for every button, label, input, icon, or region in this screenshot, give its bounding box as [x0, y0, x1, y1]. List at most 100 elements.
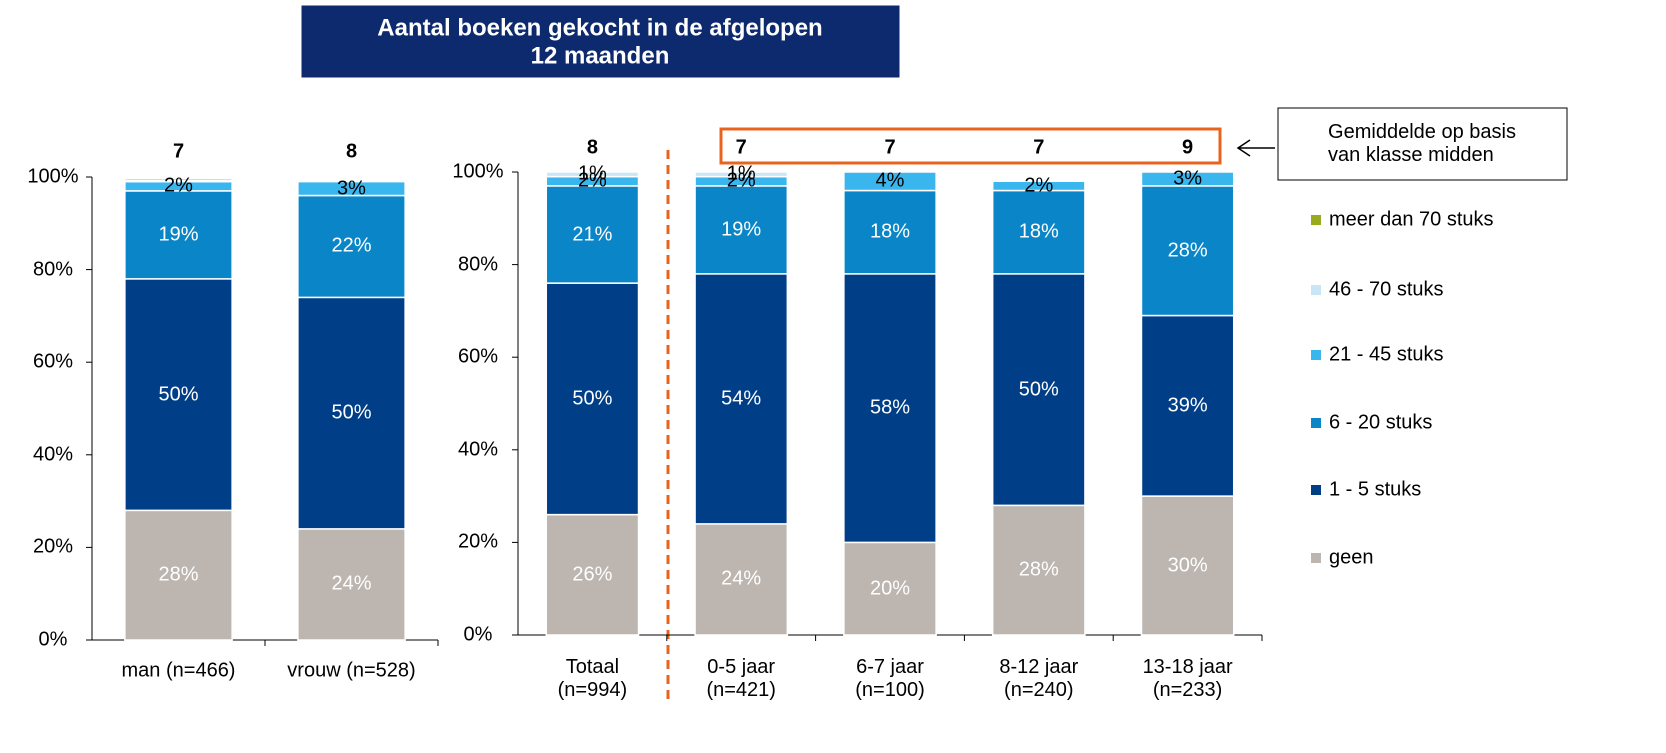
mean-label: 7 — [172, 140, 185, 163]
data-label: 20% — [869, 577, 911, 600]
legend-label: 6 - 20 stuks — [1329, 411, 1433, 434]
bar-segment — [545, 513, 640, 636]
bar-segment — [124, 190, 233, 280]
data-label: 50% — [1018, 378, 1059, 401]
data-label: 50% — [331, 401, 372, 424]
legend-swatch — [1311, 553, 1321, 563]
data-label: 28% — [1167, 239, 1208, 262]
data-label: 26% — [572, 563, 613, 586]
title-box — [300, 4, 901, 79]
data-label: 2% — [164, 174, 193, 197]
legend-label: 1 - 5 stuks — [1329, 478, 1422, 501]
data-label: 2% — [726, 169, 756, 192]
data-label: 24% — [721, 567, 762, 590]
bar-segment — [694, 185, 789, 275]
bar-segment — [694, 273, 789, 525]
data-label: 19% — [158, 223, 199, 246]
y-tick-label: 80% — [457, 253, 499, 276]
data-label: 39% — [1167, 394, 1208, 417]
data-label: 4% — [875, 169, 905, 192]
y-tick-label: 40% — [32, 443, 74, 466]
legend-swatch — [1311, 350, 1321, 360]
mean-label: 9 — [1182, 136, 1194, 159]
legend-swatch — [1311, 418, 1321, 428]
bar-segment — [124, 177, 233, 181]
bar-segment — [297, 194, 406, 299]
bar-segment — [124, 509, 233, 641]
data-label: 2% — [577, 169, 607, 192]
bar-segment — [545, 282, 640, 516]
bar-segment — [843, 171, 937, 192]
annotation: Gemiddelde op basis van klasse midden — [1328, 121, 1516, 166]
bar-segment — [991, 273, 1086, 507]
y-tick-label: 60% — [32, 350, 74, 373]
data-label: 30% — [1167, 554, 1208, 577]
y-tick-label: 20% — [457, 530, 499, 553]
bar-segment — [297, 180, 406, 197]
x-tick-label: Totaal (n=994) — [557, 656, 628, 701]
data-label: 19% — [721, 218, 762, 241]
y-tick-label: 20% — [32, 535, 74, 558]
data-label: 28% — [158, 563, 199, 586]
y-tick-label: 0% — [38, 628, 68, 651]
data-label: 18% — [869, 220, 911, 243]
data-label: 21% — [572, 223, 613, 245]
y-tick-label: 100% — [27, 165, 79, 188]
data-label: 50% — [572, 387, 613, 410]
bar-segment — [124, 278, 233, 512]
bar-segment — [991, 180, 1086, 192]
y-tick-label: 60% — [457, 345, 499, 368]
data-label: 3% — [1173, 167, 1203, 190]
x-tick-label: 6-7 jaar (n=100) — [855, 656, 925, 701]
mean-label: 8 — [586, 136, 598, 159]
y-tick-label: 0% — [463, 623, 493, 646]
legend-label: 46 - 70 stuks — [1329, 278, 1444, 301]
data-label: 54% — [721, 387, 762, 410]
legend-swatch — [1311, 485, 1321, 495]
title: Aantal boeken gekocht in de afgelopen 12… — [377, 14, 823, 69]
x-tick-label: 13-18 jaar (n=233) — [1142, 656, 1233, 701]
data-label: 3% — [337, 177, 366, 200]
legend-label: meer dan 70 stuks — [1329, 208, 1494, 231]
bar-segment — [843, 273, 937, 544]
bar-segment — [1140, 495, 1235, 636]
bar-segment — [297, 528, 406, 641]
y-tick-label: 40% — [457, 438, 499, 461]
bar-segment — [545, 185, 640, 284]
data-label: 2% — [1024, 174, 1054, 197]
bar-segment — [545, 171, 640, 178]
mean-label: 7 — [1033, 136, 1045, 159]
x-tick-label: 0-5 jaar (n=421) — [706, 656, 776, 701]
data-label: 50% — [158, 383, 199, 406]
annotation-box — [1277, 107, 1568, 181]
y-tick-label: 100% — [452, 160, 504, 183]
legend-swatch — [1311, 215, 1321, 225]
x-tick-label: vrouw (n=528) — [287, 659, 416, 682]
bar-segment — [991, 504, 1086, 636]
legend-label: geen — [1329, 546, 1374, 569]
mean-label: 7 — [884, 136, 896, 159]
bar-segment — [1140, 171, 1235, 187]
data-label: 18% — [1018, 220, 1059, 243]
x-tick-label: 8-12 jaar (n=240) — [999, 656, 1079, 701]
data-label: 58% — [869, 396, 911, 419]
data-label: 24% — [331, 572, 372, 595]
bar-segment — [694, 171, 789, 178]
mean-label: 7 — [735, 136, 747, 159]
data-label: 22% — [331, 234, 372, 257]
bar-segment — [991, 189, 1086, 275]
data-label: 1% — [726, 162, 756, 185]
data-label: 28% — [1018, 558, 1059, 581]
mean-label: 8 — [345, 140, 358, 163]
highlight-box — [719, 127, 1222, 165]
bar-segment — [297, 296, 406, 530]
bar-segment — [843, 541, 937, 636]
y-tick-label: 80% — [32, 258, 74, 281]
data-label: 1% — [577, 162, 607, 185]
legend-swatch — [1311, 285, 1321, 295]
legend-label: 21 - 45 stuks — [1329, 343, 1444, 366]
x-tick-label: man (n=466) — [121, 659, 236, 682]
arrow — [1236, 139, 1275, 157]
